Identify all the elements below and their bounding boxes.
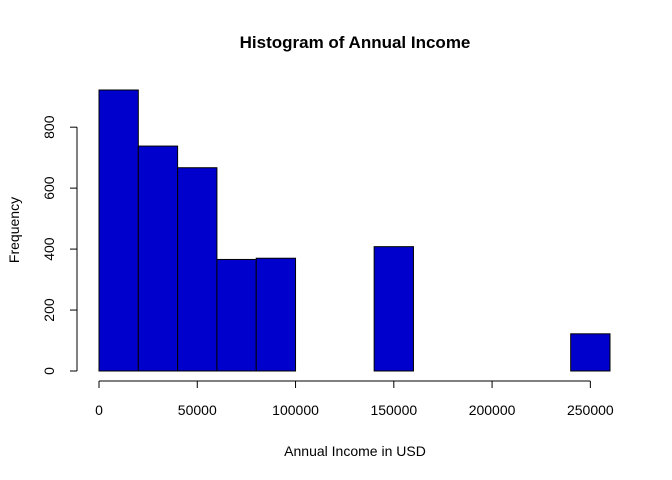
histogram-bar — [98, 89, 139, 372]
x-tick-label: 50000 — [178, 402, 217, 418]
histogram-bar — [373, 246, 414, 372]
x-tick-label: 150000 — [370, 402, 417, 418]
histogram-bar — [137, 145, 179, 372]
histogram-bar — [216, 258, 257, 372]
histogram-bars — [98, 89, 611, 372]
histogram-bar — [255, 257, 297, 372]
y-tick-label: 800 — [41, 115, 57, 139]
y-tick-label: 600 — [41, 176, 57, 200]
y-axis: 0 200 400 600 800 — [41, 115, 78, 375]
x-tick-label: 0 — [95, 402, 103, 418]
x-tick-label: 100000 — [272, 402, 319, 418]
histogram-bar — [177, 167, 218, 372]
x-axis-label: Annual Income in USD — [284, 443, 426, 459]
x-axis: 0 50000 100000 150000 200000 250000 — [95, 380, 614, 418]
x-tick-label: 200000 — [469, 402, 516, 418]
x-tick-label: 250000 — [567, 402, 614, 418]
histogram-bar — [570, 333, 611, 372]
y-tick-label: 0 — [41, 367, 57, 375]
y-tick-label: 400 — [41, 237, 57, 261]
chart-title: Histogram of Annual Income — [240, 33, 471, 52]
y-axis-label: Frequency — [6, 197, 22, 263]
y-tick-label: 200 — [41, 298, 57, 322]
